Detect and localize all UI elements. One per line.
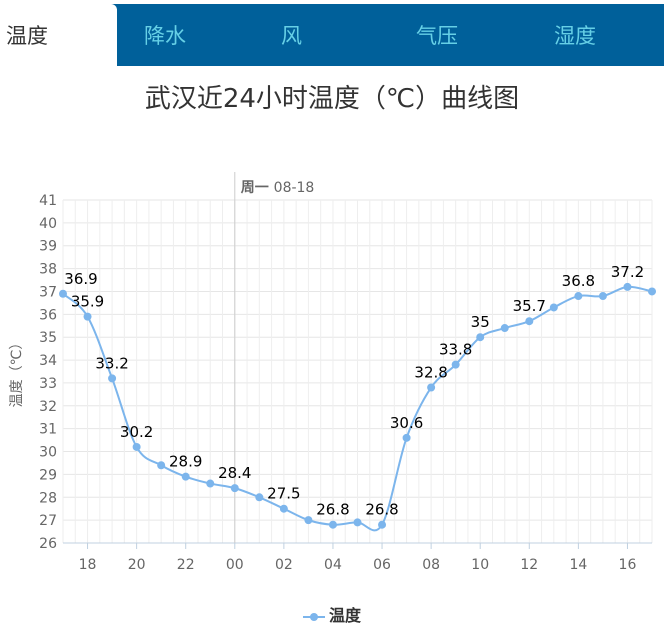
- x-tick-label: 12: [520, 557, 538, 573]
- data-label: 35.9: [71, 293, 104, 311]
- data-point[interactable]: [328, 520, 337, 529]
- data-point[interactable]: [132, 442, 141, 451]
- data-point[interactable]: [500, 324, 509, 333]
- day-marker-label: 周一 08-18: [241, 180, 315, 196]
- temperature-chart: 26 27 28 29 30 31 32 33 34 35 36 37 38 39 40 41 18 20 22 00…: [9, 172, 656, 573]
- y-tick-label: 34: [39, 353, 57, 369]
- chart-title: 武汉近24小时温度（℃）曲线图: [144, 84, 520, 114]
- data-label: 33.8: [439, 341, 472, 359]
- data-label: 28.9: [169, 453, 202, 471]
- data-point[interactable]: [378, 520, 387, 529]
- y-tick-label: 40: [39, 216, 57, 232]
- data-label: 27.5: [267, 485, 300, 503]
- y-tick-label: 33: [39, 376, 57, 392]
- data-point[interactable]: [157, 461, 166, 470]
- data-label: 37.2: [611, 263, 644, 281]
- x-tick-label: 10: [471, 557, 489, 573]
- y-tick-label: 32: [39, 399, 57, 415]
- data-point[interactable]: [451, 360, 460, 369]
- x-tick-label: 02: [275, 557, 293, 573]
- chart-legend[interactable]: 温度: [0, 602, 664, 626]
- y-tick-label: 38: [39, 262, 57, 278]
- x-tick-label: 20: [128, 557, 146, 573]
- data-label: 33.2: [95, 354, 128, 372]
- data-label: 26.8: [365, 501, 398, 519]
- data-point[interactable]: [549, 303, 558, 312]
- data-label: 30.6: [390, 414, 423, 432]
- data-point[interactable]: [525, 317, 534, 326]
- x-tick-label: 18: [79, 557, 97, 573]
- data-point[interactable]: [427, 383, 436, 392]
- data-label: 32.8: [414, 364, 447, 382]
- data-label: 30.2: [120, 423, 153, 441]
- data-point[interactable]: [181, 472, 190, 481]
- x-tick-label: 00: [226, 557, 244, 573]
- y-axis-title: 温度（℃）: [9, 336, 25, 408]
- x-tick-label: 16: [619, 557, 637, 573]
- data-point[interactable]: [108, 374, 117, 383]
- y-tick-label: 41: [39, 193, 57, 209]
- y-tick-label: 30: [39, 445, 57, 461]
- y-tick-label: 39: [39, 239, 57, 255]
- y-tick-label: 28: [39, 490, 57, 506]
- x-tick-label: 08: [422, 557, 440, 573]
- data-point[interactable]: [574, 292, 583, 301]
- tab-bar: 温度 降水 风 气压 湿度: [0, 4, 664, 66]
- data-point[interactable]: [623, 282, 632, 291]
- x-tick-label: 06: [373, 557, 391, 573]
- tab-humidity[interactable]: 湿度: [554, 24, 596, 48]
- data-point[interactable]: [206, 479, 215, 488]
- data-point[interactable]: [279, 504, 288, 513]
- x-tick-label: 04: [324, 557, 342, 573]
- data-point[interactable]: [353, 518, 362, 527]
- data-point[interactable]: [402, 433, 411, 442]
- x-tick-label: 14: [569, 557, 587, 573]
- legend-label[interactable]: 温度: [328, 606, 361, 625]
- y-tick-label: 37: [39, 284, 57, 300]
- tab-pressure[interactable]: 气压: [416, 24, 458, 48]
- y-tick-label: 27: [39, 513, 57, 529]
- data-point[interactable]: [230, 484, 239, 493]
- data-label: 36.9: [64, 270, 97, 288]
- data-point[interactable]: [59, 289, 67, 298]
- legend-line-marker-icon[interactable]: [302, 612, 325, 622]
- data-point[interactable]: [476, 333, 485, 342]
- y-tick-label: 31: [39, 422, 57, 438]
- data-label: 26.8: [316, 501, 349, 519]
- data-point[interactable]: [648, 287, 656, 296]
- data-point[interactable]: [598, 292, 607, 301]
- tab-precipitation[interactable]: 降水: [144, 24, 186, 48]
- data-label: 35.7: [513, 297, 546, 315]
- data-point[interactable]: [255, 493, 264, 502]
- data-point[interactable]: [83, 312, 92, 321]
- y-tick-label: 26: [39, 536, 57, 552]
- data-label: 36.8: [562, 272, 595, 290]
- y-tick-label: 29: [39, 467, 57, 483]
- x-tick-label: 22: [177, 557, 195, 573]
- data-point[interactable]: [304, 516, 313, 525]
- data-label: 28.4: [218, 464, 251, 482]
- y-tick-label: 35: [39, 330, 57, 346]
- tab-temperature[interactable]: 温度: [0, 4, 117, 66]
- data-label: 35: [471, 313, 490, 331]
- y-tick-label: 36: [39, 307, 57, 323]
- tab-wind[interactable]: 风: [281, 24, 302, 48]
